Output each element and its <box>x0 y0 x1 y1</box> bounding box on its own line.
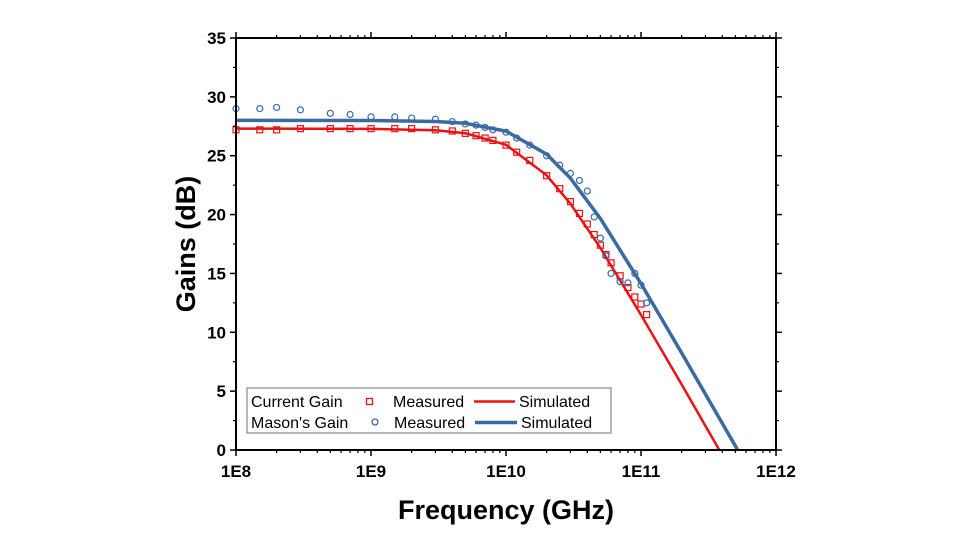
legend-masons-gain-simulated: Simulated <box>521 415 592 432</box>
current-gain-measured-point <box>596 241 604 249</box>
current-gain-measured-point <box>590 230 598 239</box>
x-tick-label: 1E10 <box>486 462 526 481</box>
mason-s-gain-measured-point <box>526 141 534 149</box>
y-tick-label: 10 <box>207 323 226 342</box>
current-gain-measured-point <box>431 126 440 134</box>
mason-s-gain-simulated-line <box>235 118 740 451</box>
legend-current-gain-measured: Measured <box>393 394 464 411</box>
mason-s-gain-measured-point <box>367 113 375 121</box>
current-gain-measured-point <box>481 134 489 142</box>
x-tick-label: 1E9 <box>356 462 386 481</box>
mason-s-gain-measured-point <box>590 213 598 221</box>
mason-s-gain-measured-point <box>472 121 480 129</box>
current-gain-measured-point <box>273 126 281 134</box>
mason-s-gain-measured-point <box>543 152 551 160</box>
axis-ticks: 0 5 10 15 20 25 30 35 1E8 1E9 1E10 1E11 1E12 <box>207 29 796 481</box>
current-gain-measured-point <box>489 136 497 145</box>
legend: Current Gain Measured Simulated Mason's … <box>246 387 612 434</box>
y-tick-label: 20 <box>207 206 226 225</box>
mason-s-gain-measured-point <box>575 176 584 185</box>
current-gain-measured-point <box>296 125 305 133</box>
mason-s-gain-measured-point <box>489 126 497 134</box>
mason-s-gain-measured-point <box>502 128 510 136</box>
current-gain-measured-point <box>502 141 510 149</box>
current-gain-measured-point <box>367 125 375 133</box>
mason-s-gain-measured-point <box>481 123 489 132</box>
mason-s-gain-measured-point <box>391 113 399 121</box>
x-tick-label: 1E8 <box>221 462 251 481</box>
mason-s-gain-measured-point <box>431 115 440 123</box>
current-gain-measured-point <box>583 220 591 228</box>
legend-masons-gain-marker <box>371 418 379 426</box>
mason-s-gain-measured-point <box>602 252 610 260</box>
current-gain-measured-point <box>472 132 480 140</box>
y-tick-label: 15 <box>207 264 226 283</box>
current-gain-measured-point <box>391 125 399 133</box>
mason-s-gain-measured-point <box>637 281 645 289</box>
mason-s-gain-measured-point <box>607 269 615 278</box>
legend-current-gain-label: Current Gain <box>251 394 343 411</box>
mason-s-gain-measured-point <box>556 161 564 169</box>
mason-s-gain-measured-point <box>624 279 632 287</box>
legend-box <box>246 387 612 434</box>
y-tick-label: 5 <box>217 382 226 401</box>
mason-s-gain-measured-point <box>631 269 639 278</box>
x-tick-label: 1E12 <box>756 462 796 481</box>
mason-s-gain-measured-point <box>256 105 264 113</box>
current-gain-measured-point <box>556 185 564 193</box>
mason-s-gain-measured-point <box>326 109 334 117</box>
mason-s-gain-measured-point <box>273 103 281 112</box>
current-gain-measured-point <box>575 209 584 217</box>
current-gain-measured-point <box>543 172 551 180</box>
y-axis-title: Gains (dB) <box>171 176 201 313</box>
current-gain-measured-point <box>513 148 521 156</box>
y-tick-label: 35 <box>207 29 226 48</box>
y-tick-label: 0 <box>217 441 226 460</box>
x-tick-label: 1E11 <box>622 462 661 481</box>
y-tick-label: 25 <box>207 147 226 166</box>
mason-s-gain-measured-point <box>461 120 469 128</box>
mason-s-gain-measured-point <box>346 110 354 119</box>
current-gain-measured-point <box>346 125 354 133</box>
legend-masons-gain-measured: Measured <box>394 415 465 432</box>
current-gain-measured-point <box>631 293 639 301</box>
mason-s-gain-measured-point <box>296 106 305 114</box>
current-gain-measured-point <box>326 125 334 133</box>
current-gain-measured-point <box>461 129 469 137</box>
current-gain-measured-point <box>642 311 651 319</box>
mason-s-gain-measured-point <box>642 299 651 307</box>
current-gain-measured-point <box>607 259 615 267</box>
current-gain-measured-point <box>256 126 264 134</box>
current-gain-measured-point <box>448 127 456 135</box>
current-gain-measured-point <box>566 198 575 206</box>
legend-current-gain-simulated: Simulated <box>519 394 590 411</box>
plot-marks <box>232 103 740 451</box>
current-gain-measured-point <box>526 156 534 165</box>
mason-s-gain-measured-point <box>616 278 624 286</box>
current-gain-measured-point <box>637 300 645 308</box>
y-tick-label: 30 <box>207 88 226 107</box>
current-gain-measured-point <box>624 283 632 292</box>
mason-s-gain-measured-point <box>513 134 521 142</box>
mason-s-gain-measured-point <box>596 234 604 242</box>
mason-s-gain-measured-point <box>408 114 416 122</box>
mason-s-gain-measured-point <box>448 117 456 126</box>
legend-current-gain-marker <box>365 397 374 406</box>
mason-s-gain-measured-point <box>583 187 591 195</box>
current-gain-simulated-line <box>235 127 721 451</box>
mason-s-gain-measured-point <box>566 169 575 177</box>
current-gain-measured-point <box>408 125 416 133</box>
legend-masons-gain-label: Mason's Gain <box>251 415 348 432</box>
x-axis-title: Frequency (GHz) <box>398 495 614 525</box>
